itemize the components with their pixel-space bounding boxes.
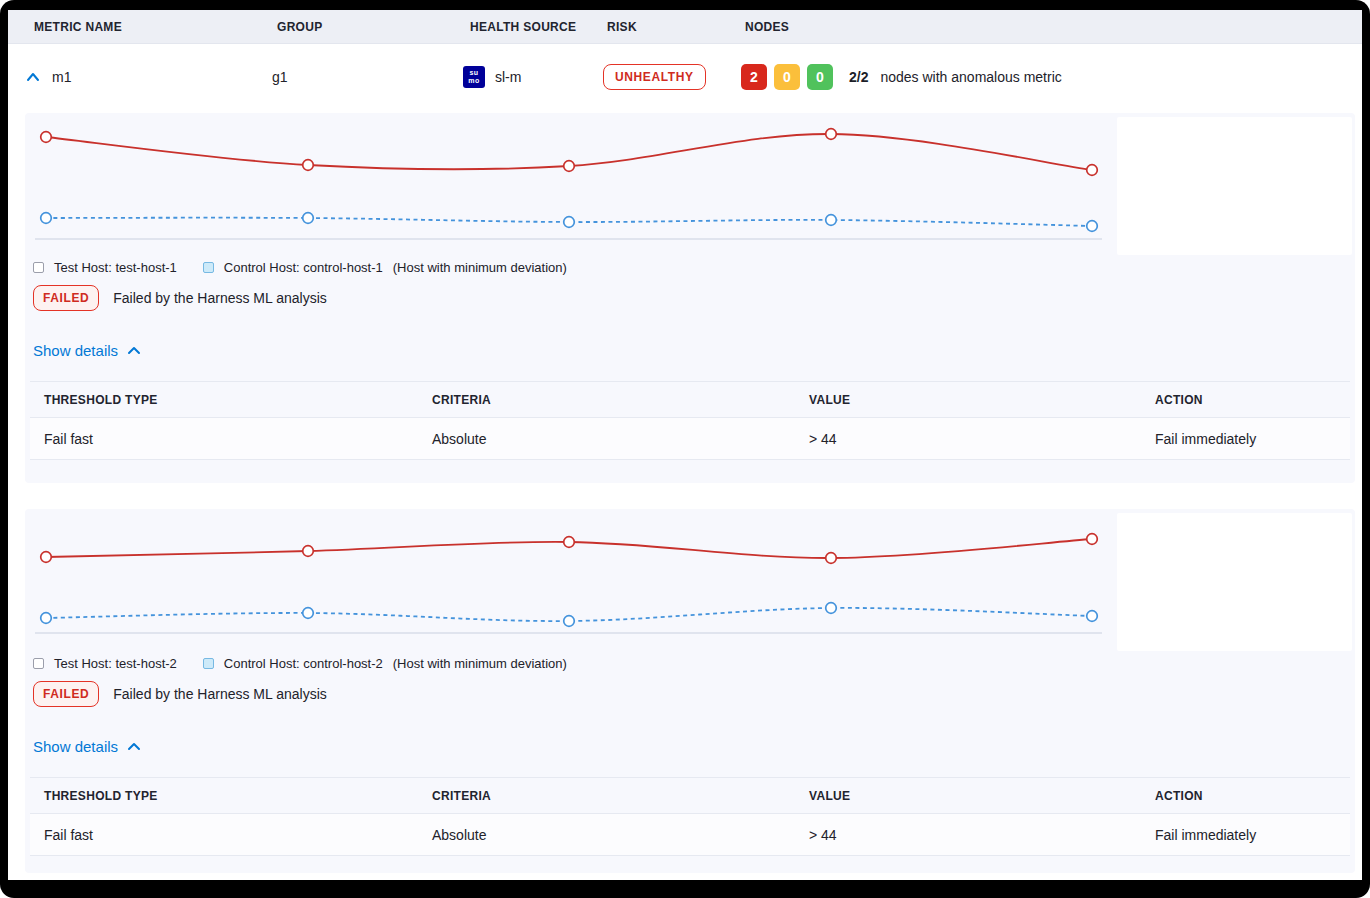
- header-criteria: CRITERIA: [432, 778, 491, 815]
- header-threshold-type: THRESHOLD TYPE: [44, 382, 158, 419]
- cell-threshold-type: Fail fast: [44, 814, 93, 856]
- analysis-status-row: FAILED Failed by the Harness ML analysis: [33, 681, 327, 707]
- nodes-summary: 2 0 0 2/2 nodes with anomalous metric: [741, 64, 1062, 90]
- nodes-caption: nodes with anomalous metric: [880, 69, 1061, 85]
- chevron-up-icon: [126, 343, 142, 359]
- test-host-label: Test Host: test-host-1: [54, 260, 177, 275]
- control-host-label: Control Host: control-host-1: [224, 260, 383, 275]
- cell-value: > 44: [809, 418, 837, 460]
- anomalous-nodes-count-badge: 2: [741, 64, 767, 90]
- test-host-checkbox[interactable]: [33, 262, 44, 273]
- header-value: VALUE: [809, 382, 850, 419]
- metrics-table-header: METRIC NAME GROUP HEALTH SOURCE RISK NOD…: [8, 10, 1362, 44]
- chevron-up-icon: [126, 739, 142, 755]
- chart-legend: Test Host: test-host-1 Control Host: con…: [33, 257, 567, 277]
- sumologic-icon: su mo: [463, 66, 485, 88]
- legend-item-control-host: Control Host: control-host-2: [203, 656, 383, 671]
- analysis-status-message: Failed by the Harness ML analysis: [113, 686, 326, 702]
- metrics-analysis-view: METRIC NAME GROUP HEALTH SOURCE RISK NOD…: [8, 10, 1362, 880]
- metric-timeseries-chart[interactable]: [25, 113, 1115, 253]
- header-action: ACTION: [1155, 382, 1203, 419]
- header-value: VALUE: [809, 778, 850, 815]
- threshold-table: THRESHOLD TYPE CRITERIA VALUE ACTION Fai…: [30, 777, 1350, 856]
- legend-item-control-host: Control Host: control-host-1: [203, 260, 383, 275]
- show-details-link[interactable]: Show details: [33, 738, 142, 755]
- legend-item-test-host: Test Host: test-host-1: [33, 260, 177, 275]
- chart-legend: Test Host: test-host-2 Control Host: con…: [33, 653, 567, 673]
- show-details-label: Show details: [33, 738, 118, 755]
- threshold-table-row: Fail fast Absolute > 44 Fail immediately: [30, 418, 1350, 460]
- control-host-checkbox[interactable]: [203, 262, 214, 273]
- sumo-icon-text-top: su: [469, 69, 478, 77]
- window-frame: METRIC NAME GROUP HEALTH SOURCE RISK NOD…: [0, 0, 1370, 898]
- test-host-label: Test Host: test-host-2: [54, 656, 177, 671]
- nodes-ratio: 2/2: [849, 69, 868, 85]
- minimum-deviation-note: (Host with minimum deviation): [393, 260, 567, 275]
- warning-nodes-count-badge: 0: [774, 64, 800, 90]
- control-host-label: Control Host: control-host-2: [224, 656, 383, 671]
- show-details-link[interactable]: Show details: [33, 342, 142, 359]
- show-details-label: Show details: [33, 342, 118, 359]
- header-nodes: NODES: [745, 10, 789, 44]
- threshold-table-header: THRESHOLD TYPE CRITERIA VALUE ACTION: [30, 777, 1350, 814]
- cell-threshold-type: Fail fast: [44, 418, 93, 460]
- cell-criteria: Absolute: [432, 814, 486, 856]
- header-threshold-type: THRESHOLD TYPE: [44, 778, 158, 815]
- threshold-table: THRESHOLD TYPE CRITERIA VALUE ACTION Fai…: [30, 381, 1350, 460]
- failed-badge: FAILED: [33, 681, 99, 707]
- legend-item-test-host: Test Host: test-host-2: [33, 656, 177, 671]
- analysis-status-message: Failed by the Harness ML analysis: [113, 290, 326, 306]
- threshold-table-header: THRESHOLD TYPE CRITERIA VALUE ACTION: [30, 381, 1350, 418]
- failed-badge: FAILED: [33, 285, 99, 311]
- chart-side-area: [1117, 513, 1352, 651]
- test-host-checkbox[interactable]: [33, 658, 44, 669]
- host-analysis-panel: Test Host: test-host-2 Control Host: con…: [25, 509, 1355, 873]
- header-criteria: CRITERIA: [432, 382, 491, 419]
- health-source: su mo sl-m: [463, 66, 521, 88]
- group-name: g1: [272, 69, 288, 85]
- analysis-status-row: FAILED Failed by the Harness ML analysis: [33, 285, 327, 311]
- header-action: ACTION: [1155, 778, 1203, 815]
- chart-side-area: [1117, 117, 1352, 255]
- metric-row[interactable]: m1 g1 su mo sl-m UNHEALTHY 2 0 0 2/2 nod…: [8, 44, 1362, 110]
- metric-name: m1: [52, 69, 71, 85]
- healthy-nodes-count-badge: 0: [807, 64, 833, 90]
- header-health-source: HEALTH SOURCE: [470, 10, 576, 44]
- cell-action: Fail immediately: [1155, 814, 1256, 856]
- metric-timeseries-chart[interactable]: [25, 509, 1115, 649]
- header-metric-name: METRIC NAME: [34, 10, 122, 44]
- control-host-checkbox[interactable]: [203, 658, 214, 669]
- risk-badge: UNHEALTHY: [603, 64, 706, 90]
- cell-value: > 44: [809, 814, 837, 856]
- host-analysis-panel: Test Host: test-host-1 Control Host: con…: [25, 113, 1355, 483]
- header-group: GROUP: [277, 10, 323, 44]
- header-risk: RISK: [607, 10, 637, 44]
- health-source-label: sl-m: [495, 69, 521, 85]
- sumo-icon-text-bottom: mo: [468, 77, 480, 85]
- threshold-table-row: Fail fast Absolute > 44 Fail immediately: [30, 814, 1350, 856]
- cell-criteria: Absolute: [432, 418, 486, 460]
- minimum-deviation-note: (Host with minimum deviation): [393, 656, 567, 671]
- cell-action: Fail immediately: [1155, 418, 1256, 460]
- collapse-chevron-icon[interactable]: [23, 67, 43, 87]
